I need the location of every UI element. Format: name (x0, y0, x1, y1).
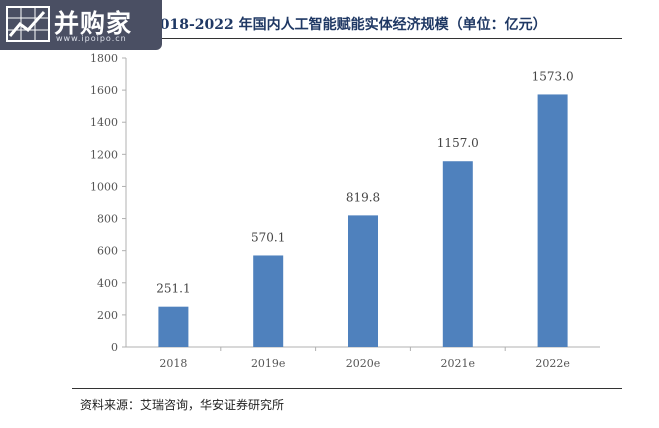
y-tick-label: 1200 (90, 148, 118, 161)
y-tick-label: 1000 (90, 180, 118, 193)
y-axis-ticks: 0 200 400 600 800 1000 1200 1400 1600 1800 (90, 52, 126, 354)
y-tick-label: 800 (97, 213, 118, 226)
title-divider (72, 38, 622, 39)
x-tick-label-2021e: 2021e (441, 357, 476, 370)
logo-url: www.ipoipo.cn (56, 34, 127, 43)
x-tick-label-2022e: 2022e (535, 357, 570, 370)
data-label-2019e: 570.1 (251, 230, 285, 244)
data-label-2021e: 1157.0 (437, 136, 479, 150)
data-label-2020e: 819.8 (346, 190, 380, 204)
bars: 251.1 570.1 819.8 1157.0 1573.0 (156, 69, 574, 348)
bar-2019e (253, 255, 284, 347)
source-note: 资料来源：艾瑞咨询，华安证券研究所 (80, 398, 285, 412)
bar-2018 (158, 306, 189, 347)
data-label-2022e: 1573.0 (532, 69, 574, 83)
x-tick-label-2018: 2018 (159, 357, 187, 370)
x-axis-ticks: 2018 2019e 2020e 2021e 2022e (159, 347, 570, 370)
data-label-2018: 251.1 (156, 282, 190, 296)
chart-growth-icon (6, 6, 50, 42)
bar-2020e (348, 215, 378, 347)
logo-text: 并购家 (54, 9, 133, 38)
bar-2022e (537, 94, 568, 348)
y-tick-label: 1600 (90, 84, 118, 97)
x-tick-label-2020e: 2020e (346, 357, 381, 370)
watermark-logo: 并购家 www.ipoipo.cn (0, 0, 162, 50)
y-tick-label: 400 (97, 277, 118, 290)
y-tick-label: 1800 (90, 52, 118, 65)
chart-title: 2018-2022 年国内人工智能赋能实体经济规模（单位：亿元） (150, 17, 547, 33)
y-tick-label: 200 (97, 309, 118, 322)
source-divider (72, 388, 622, 389)
y-tick-label: 600 (97, 245, 118, 258)
y-tick-label: 0 (111, 341, 118, 354)
x-tick-label-2019e: 2019e (251, 357, 286, 370)
y-tick-label: 1400 (90, 116, 118, 129)
bar-2021e (442, 161, 473, 347)
